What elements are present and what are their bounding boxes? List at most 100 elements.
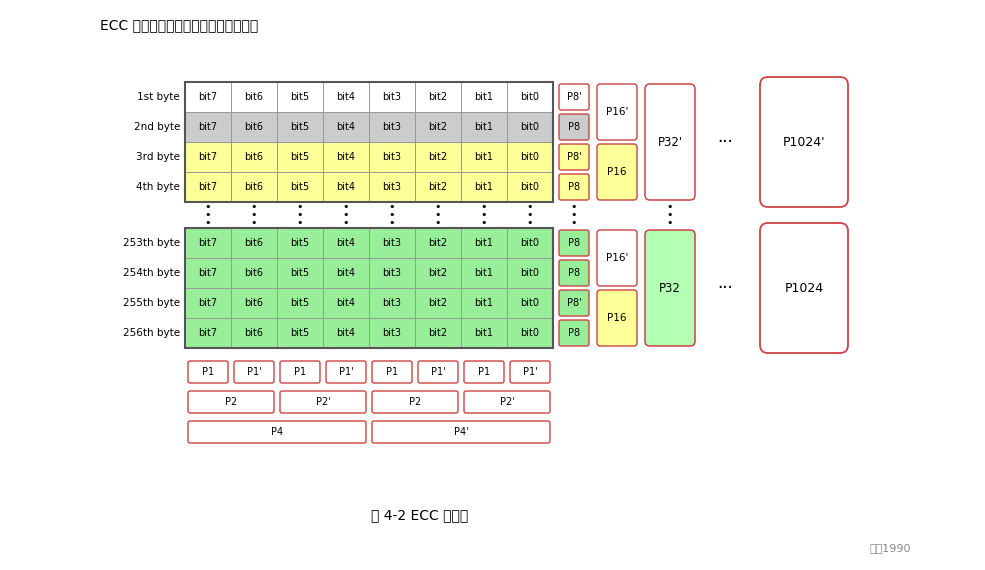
FancyBboxPatch shape xyxy=(597,84,637,140)
FancyBboxPatch shape xyxy=(372,391,458,413)
FancyBboxPatch shape xyxy=(418,361,458,383)
FancyBboxPatch shape xyxy=(323,172,369,202)
FancyBboxPatch shape xyxy=(369,172,415,202)
FancyBboxPatch shape xyxy=(323,318,369,348)
Text: P1: P1 xyxy=(202,367,214,377)
FancyBboxPatch shape xyxy=(559,144,589,170)
Text: P1': P1' xyxy=(246,367,261,377)
Text: bit5: bit5 xyxy=(291,92,309,102)
Text: •: • xyxy=(434,202,441,212)
Text: ···: ··· xyxy=(717,279,733,297)
FancyBboxPatch shape xyxy=(185,82,231,112)
FancyBboxPatch shape xyxy=(185,228,231,258)
FancyBboxPatch shape xyxy=(277,172,323,202)
Text: •: • xyxy=(251,202,257,212)
FancyBboxPatch shape xyxy=(185,112,231,142)
FancyBboxPatch shape xyxy=(323,112,369,142)
Text: bit4: bit4 xyxy=(337,328,356,338)
Text: bit5: bit5 xyxy=(291,298,309,308)
Text: P8': P8' xyxy=(566,298,581,308)
Text: bit2: bit2 xyxy=(428,92,447,102)
Text: P16': P16' xyxy=(606,107,628,117)
Text: •: • xyxy=(527,210,533,220)
Text: bit0: bit0 xyxy=(520,298,540,308)
Text: P32': P32' xyxy=(657,136,683,149)
FancyBboxPatch shape xyxy=(507,288,553,318)
FancyBboxPatch shape xyxy=(185,288,231,318)
Text: P1: P1 xyxy=(386,367,398,377)
Text: P8: P8 xyxy=(568,328,580,338)
Text: 阿兀1990: 阿兀1990 xyxy=(869,543,911,553)
FancyBboxPatch shape xyxy=(188,361,228,383)
FancyBboxPatch shape xyxy=(277,82,323,112)
Text: ···: ··· xyxy=(717,133,733,151)
Text: bit2: bit2 xyxy=(428,298,447,308)
FancyBboxPatch shape xyxy=(415,142,461,172)
Text: bit5: bit5 xyxy=(291,328,309,338)
Text: P8: P8 xyxy=(568,268,580,278)
Text: bit6: bit6 xyxy=(244,238,264,248)
Text: bit3: bit3 xyxy=(382,182,402,192)
Text: bit2: bit2 xyxy=(428,328,447,338)
Text: 254th byte: 254th byte xyxy=(123,268,180,278)
Text: •: • xyxy=(570,210,577,220)
FancyBboxPatch shape xyxy=(461,228,507,258)
FancyBboxPatch shape xyxy=(231,318,277,348)
Text: bit6: bit6 xyxy=(244,268,264,278)
Text: bit3: bit3 xyxy=(382,328,402,338)
FancyBboxPatch shape xyxy=(461,318,507,348)
Text: •: • xyxy=(343,218,350,228)
Text: •: • xyxy=(667,218,674,228)
FancyBboxPatch shape xyxy=(185,258,231,288)
Text: bit6: bit6 xyxy=(244,328,264,338)
FancyBboxPatch shape xyxy=(323,82,369,112)
Text: P16: P16 xyxy=(607,313,626,323)
Text: bit6: bit6 xyxy=(244,152,264,162)
Text: •: • xyxy=(389,218,395,228)
Text: P8': P8' xyxy=(566,152,581,162)
Text: bit1: bit1 xyxy=(475,182,493,192)
FancyBboxPatch shape xyxy=(185,172,231,202)
Text: •: • xyxy=(527,202,533,212)
Text: bit1: bit1 xyxy=(475,328,493,338)
Text: bit4: bit4 xyxy=(337,92,356,102)
Text: bit3: bit3 xyxy=(382,268,402,278)
Text: bit3: bit3 xyxy=(382,122,402,132)
FancyBboxPatch shape xyxy=(369,82,415,112)
Text: •: • xyxy=(343,210,350,220)
Text: •: • xyxy=(251,218,257,228)
FancyBboxPatch shape xyxy=(559,320,589,346)
Text: bit7: bit7 xyxy=(198,182,218,192)
FancyBboxPatch shape xyxy=(461,172,507,202)
Text: 4th byte: 4th byte xyxy=(136,182,180,192)
Text: •: • xyxy=(481,218,488,228)
Text: bit6: bit6 xyxy=(244,122,264,132)
Text: bit7: bit7 xyxy=(198,152,218,162)
Text: •: • xyxy=(251,210,257,220)
FancyBboxPatch shape xyxy=(464,391,550,413)
Text: bit0: bit0 xyxy=(520,182,540,192)
Text: 256th byte: 256th byte xyxy=(123,328,180,338)
FancyBboxPatch shape xyxy=(760,77,848,207)
FancyBboxPatch shape xyxy=(507,82,553,112)
FancyBboxPatch shape xyxy=(415,82,461,112)
Text: •: • xyxy=(389,202,395,212)
Text: bit5: bit5 xyxy=(291,238,309,248)
Text: bit1: bit1 xyxy=(475,92,493,102)
Text: bit7: bit7 xyxy=(198,268,218,278)
Text: bit7: bit7 xyxy=(198,92,218,102)
Text: bit4: bit4 xyxy=(337,298,356,308)
FancyBboxPatch shape xyxy=(507,142,553,172)
Text: bit0: bit0 xyxy=(520,122,540,132)
FancyBboxPatch shape xyxy=(323,228,369,258)
FancyBboxPatch shape xyxy=(507,112,553,142)
FancyBboxPatch shape xyxy=(231,82,277,112)
Text: bit5: bit5 xyxy=(291,182,309,192)
FancyBboxPatch shape xyxy=(559,230,589,256)
Text: P1': P1' xyxy=(339,367,354,377)
FancyBboxPatch shape xyxy=(188,421,366,443)
Text: bit0: bit0 xyxy=(520,92,540,102)
FancyBboxPatch shape xyxy=(464,361,504,383)
Text: bit5: bit5 xyxy=(291,122,309,132)
Text: bit0: bit0 xyxy=(520,152,540,162)
